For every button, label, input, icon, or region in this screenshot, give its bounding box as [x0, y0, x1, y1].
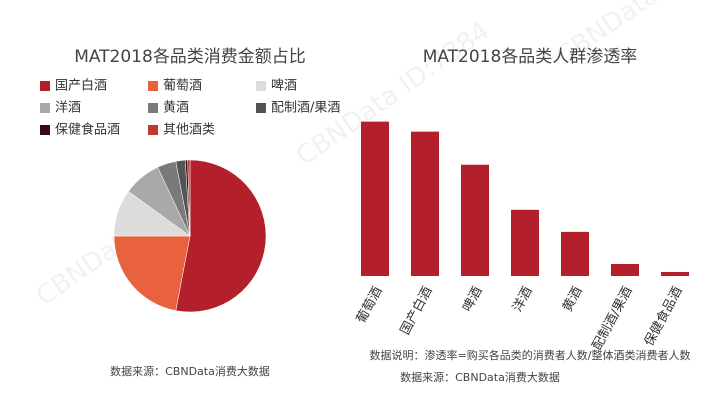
legend-swatch: [148, 103, 158, 113]
bar-source: 数据来源：CBNData消费大数据: [400, 370, 560, 384]
bar: [511, 209, 539, 276]
legend-label: 国产白酒: [55, 78, 107, 94]
legend-swatch: [40, 81, 50, 91]
bar-title: MAT2018各品类人群渗透率: [423, 47, 638, 67]
bar-note: 数据说明：渗透率=购买各品类的消费者人数/整体酒类消费者人数: [370, 348, 691, 362]
bar: [461, 164, 489, 276]
legend-label: 洋酒: [55, 101, 81, 116]
legend-swatch: [256, 81, 266, 91]
bar: [411, 131, 439, 276]
legend-swatch: [256, 103, 266, 113]
bar: [561, 231, 589, 276]
legend-swatch: [40, 103, 50, 113]
legend-label: 配制酒/果酒: [271, 101, 340, 116]
legend-swatch: [148, 81, 158, 91]
legend-label: 黄酒: [163, 101, 189, 116]
pie-title: MAT2018各品类消费金额占比: [74, 47, 306, 67]
legend-swatch: [40, 125, 50, 135]
legend-label: 葡萄酒: [163, 79, 202, 94]
legend-label: 啤酒: [271, 79, 297, 94]
legend-swatch: [148, 125, 158, 135]
pie-slice: [187, 159, 191, 237]
pie-slice: [175, 159, 267, 313]
pie-source: 数据来源：CBNData消费大数据: [110, 364, 270, 378]
bar: [661, 271, 689, 276]
legend-label: 其他酒类: [163, 123, 215, 138]
pie-slice: [113, 235, 191, 311]
bar: [361, 121, 389, 277]
bar: [611, 263, 639, 276]
legend-label: 保健食品酒: [55, 122, 120, 138]
